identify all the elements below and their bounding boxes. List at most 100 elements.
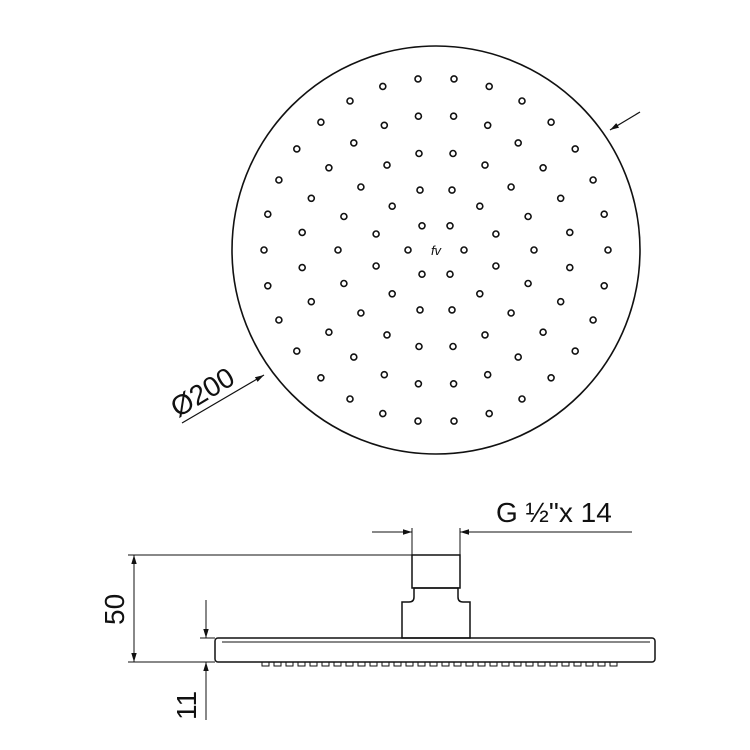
nozzle (418, 270, 426, 279)
nozzle (414, 75, 422, 83)
nozzle (415, 149, 423, 158)
nozzle (589, 176, 597, 184)
nozzle-tips (261, 661, 618, 667)
nozzle-tip (321, 661, 330, 667)
nozzle (475, 289, 484, 298)
nozzle-tip (345, 661, 354, 667)
nozzle-tip (513, 661, 522, 667)
nozzle (571, 145, 580, 153)
nozzle-tip (381, 661, 390, 667)
nozzle (514, 139, 523, 147)
nozzle-tip (261, 661, 270, 667)
center-logo: fv (431, 243, 443, 258)
nozzle-tip (549, 661, 558, 667)
nozzle (388, 289, 397, 298)
top-view: fv Ø200 (165, 45, 641, 455)
nozzle (292, 145, 301, 153)
nozzle (349, 353, 358, 361)
nozzle-pattern (260, 75, 612, 425)
nozzle (483, 370, 492, 379)
nozzle (383, 331, 391, 339)
nozzle-tip (333, 661, 342, 667)
nozzle (483, 121, 492, 130)
nozzle (547, 373, 555, 382)
nozzle (388, 202, 397, 210)
nozzle (539, 164, 547, 172)
nozzle (298, 263, 307, 272)
nozzle (485, 82, 494, 91)
nozzle (450, 75, 458, 83)
nozzle (475, 202, 484, 210)
nozzle (414, 417, 422, 425)
nozzle-tip (537, 661, 546, 667)
nozzle (524, 279, 532, 288)
nozzle-tip (429, 661, 438, 667)
nozzle (414, 379, 423, 388)
nozzle (481, 161, 489, 169)
nozzle (307, 297, 316, 306)
nozzle (325, 164, 333, 172)
nozzle (530, 246, 538, 254)
nozzle (346, 97, 354, 105)
nozzle-tip (285, 661, 294, 667)
nozzle (317, 118, 325, 126)
nozzle (292, 347, 301, 355)
nozzle (307, 194, 316, 203)
diameter-leader-right (609, 111, 641, 131)
nozzle (518, 395, 526, 403)
nozzle (372, 262, 380, 270)
nozzle (556, 297, 565, 306)
nozzle-tip (405, 661, 414, 667)
nozzle-tip (477, 661, 486, 667)
nozzle (260, 246, 268, 254)
nozzle (325, 328, 333, 337)
nozzle (404, 246, 412, 254)
thickness-label: 11 (171, 691, 202, 720)
nozzle (589, 316, 597, 324)
nozzle (346, 395, 354, 403)
diameter-label: Ø200 (165, 361, 240, 423)
nozzle (383, 161, 391, 169)
nozzle (349, 139, 358, 147)
nozzle (448, 306, 456, 314)
nozzle (571, 347, 580, 355)
nozzle (492, 230, 500, 238)
nozzle (275, 316, 283, 324)
nozzle (600, 210, 609, 218)
nozzle (380, 121, 389, 130)
nozzle (518, 97, 526, 105)
nozzle (416, 306, 424, 314)
nozzle (448, 186, 456, 194)
diameter-leader-left (181, 374, 265, 424)
nozzle (446, 270, 454, 279)
nozzle-tip (573, 661, 582, 667)
nozzle (449, 149, 457, 158)
nozzle-tip (453, 661, 462, 667)
nozzle (485, 409, 494, 418)
nozzle (416, 186, 424, 194)
nozzle (449, 379, 458, 388)
nozzle (507, 183, 515, 191)
nozzle (378, 82, 387, 91)
nozzle-tip (489, 661, 498, 667)
nozzle (446, 222, 454, 230)
nozzle-tip (501, 661, 510, 667)
nozzle (317, 373, 325, 382)
nozzle (460, 246, 468, 254)
nozzle (449, 342, 457, 351)
nozzle (565, 228, 574, 237)
nozzle (418, 222, 426, 230)
nozzle-tip (273, 661, 282, 667)
shower-face-outline (231, 45, 641, 455)
nozzle-tip (585, 661, 594, 667)
pipe-connector (411, 554, 461, 589)
swivel-joint (401, 587, 471, 639)
nozzle (357, 309, 365, 317)
nozzle (340, 212, 348, 221)
nozzle (492, 262, 500, 270)
nozzle-tip (609, 661, 618, 667)
nozzle-tip (441, 661, 450, 667)
height-label: 50 (99, 594, 130, 625)
nozzle (357, 183, 365, 191)
